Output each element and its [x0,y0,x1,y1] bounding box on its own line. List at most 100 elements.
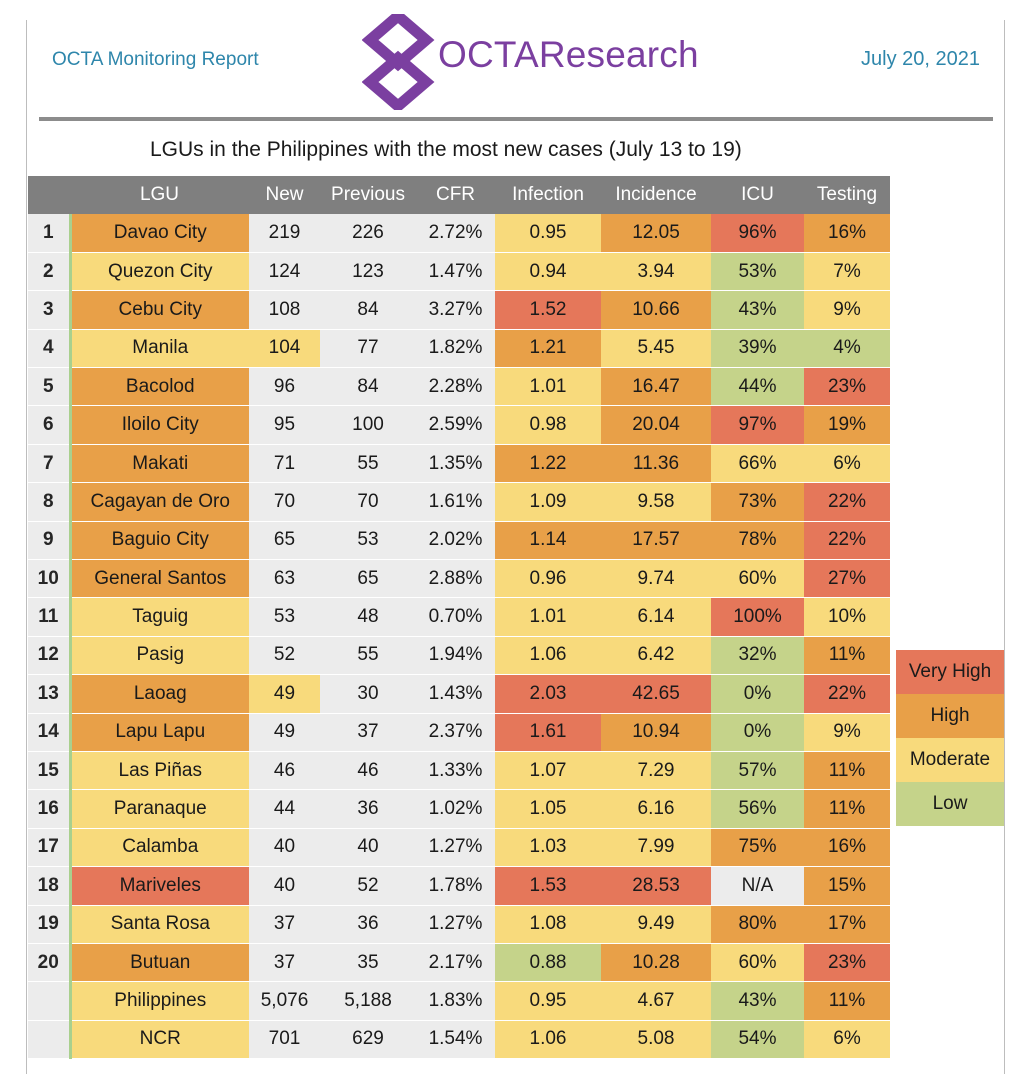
cell-cfr: 2.37% [416,713,495,752]
cell-new: 124 [249,252,320,292]
cell-cfr: 1.33% [416,751,495,791]
cell-previous: 629 [320,1020,416,1060]
cell-testing: 22% [804,674,890,714]
table-row: 11 Taguig 53 48 0.70% 1.01 6.14 100% 10% [28,597,890,637]
cell-icu: 0% [711,713,804,752]
row-rank: 5 [28,367,72,407]
cell-infection: 1.09 [495,482,601,522]
cell-lgu: NCR [70,1020,249,1060]
cell-lgu: Santa Rosa [70,905,249,944]
cell-lgu: Bacolod [70,367,249,407]
cell-cfr: 2.02% [416,521,495,561]
cell-previous: 84 [320,290,416,330]
table-row: 3 Cebu City 108 84 3.27% 1.52 10.66 43% 9% [28,290,890,330]
cell-lgu: Las Piñas [70,751,249,791]
table-row: 16 Paranaque 44 36 1.02% 1.05 6.16 56% 11% [28,789,890,829]
table-row: 9 Baguio City 65 53 2.02% 1.14 17.57 78% 22% [28,521,890,561]
legend-low: Low [896,782,1004,826]
cell-cfr: 1.02% [416,789,495,829]
cell-incidence: 9.74 [601,559,711,599]
row-rank: 3 [28,290,72,330]
cell-incidence: 20.04 [601,405,711,445]
cell-lgu: General Santos [70,559,249,599]
cell-icu: 75% [711,828,804,868]
cell-cfr: 2.88% [416,559,495,599]
cell-cfr: 1.94% [416,636,495,676]
table-row: NCR 701 629 1.54% 1.06 5.08 54% 6% [28,1020,890,1060]
row-rank: 7 [28,444,72,484]
cell-icu: 60% [711,559,804,599]
cell-lgu: Lapu Lapu [70,713,249,752]
cell-incidence: 6.42 [601,636,711,676]
cell-testing: 23% [804,367,890,407]
legend-very-high: Very High [896,650,1004,694]
cell-previous: 55 [320,444,416,484]
cell-testing: 22% [804,521,890,561]
table-row: 13 Laoag 49 30 1.43% 2.03 42.65 0% 22% [28,674,890,714]
cell-testing: 15% [804,866,890,906]
cell-infection: 2.03 [495,674,601,714]
cell-infection: 1.53 [495,866,601,906]
page-frame-left [26,20,27,1074]
page-frame-right [1004,20,1005,1074]
cell-cfr: 2.59% [416,405,495,445]
header-previous: Previous [320,176,416,214]
table-title: LGUs in the Philippines with the most ne… [150,138,742,161]
cell-infection: 0.94 [495,252,601,292]
cell-testing: 27% [804,559,890,599]
row-rank: 8 [28,482,72,522]
cell-icu: 54% [711,1020,804,1060]
cell-incidence: 6.16 [601,789,711,829]
cell-infection: 1.03 [495,828,601,868]
cell-previous: 40 [320,828,416,868]
cell-lgu: Quezon City [70,252,249,292]
cell-previous: 77 [320,329,416,369]
table-row: Philippines 5,076 5,188 1.83% 0.95 4.67 43% 11% [28,981,890,1021]
cell-testing: 19% [804,405,890,445]
cell-lgu: Pasig [70,636,249,676]
cell-infection: 1.05 [495,789,601,829]
cell-infection: 0.98 [495,405,601,445]
row-rank: 16 [28,789,72,829]
cell-icu: 53% [711,252,804,292]
cell-new: 52 [249,636,320,676]
cell-lgu: Baguio City [70,521,249,561]
cell-incidence: 7.29 [601,751,711,791]
cell-infection: 0.95 [495,981,601,1021]
cell-lgu: Davao City [70,214,249,253]
header-infection: Infection [495,176,601,214]
cell-infection: 0.95 [495,214,601,253]
legend-high: High [896,694,1004,738]
report-name: OCTA Monitoring Report [52,49,259,70]
octa-logo: OCTAResearch [362,14,699,110]
cell-new: 95 [249,405,320,445]
cell-infection: 1.61 [495,713,601,752]
cell-incidence: 5.45 [601,329,711,369]
cell-cfr: 1.83% [416,981,495,1021]
report-date: July 20, 2021 [861,48,980,70]
row-rank: 18 [28,866,72,906]
cell-previous: 70 [320,482,416,522]
cell-infection: 1.06 [495,1020,601,1060]
table-row: 2 Quezon City 124 123 1.47% 0.94 3.94 53% 7% [28,252,890,292]
cell-new: 37 [249,905,320,944]
cell-previous: 100 [320,405,416,445]
table-row: 7 Makati 71 55 1.35% 1.22 11.36 66% 6% [28,444,890,484]
cell-new: 5,076 [249,981,320,1021]
cell-incidence: 16.47 [601,367,711,407]
cell-infection: 1.22 [495,444,601,484]
table-row: 12 Pasig 52 55 1.94% 1.06 6.42 32% 11% [28,636,890,676]
row-rank: 10 [28,559,72,599]
cell-cfr: 1.47% [416,252,495,292]
cell-icu: 66% [711,444,804,484]
cell-incidence: 7.99 [601,828,711,868]
table-row: 10 General Santos 63 65 2.88% 0.96 9.74 60% 27% [28,559,890,599]
cell-incidence: 9.58 [601,482,711,522]
cell-icu: 56% [711,789,804,829]
cell-infection: 1.01 [495,367,601,407]
header-icu: ICU [711,176,804,214]
row-rank [28,981,72,1021]
cell-lgu: Cebu City [70,290,249,330]
cell-new: 71 [249,444,320,484]
row-rank: 12 [28,636,72,676]
